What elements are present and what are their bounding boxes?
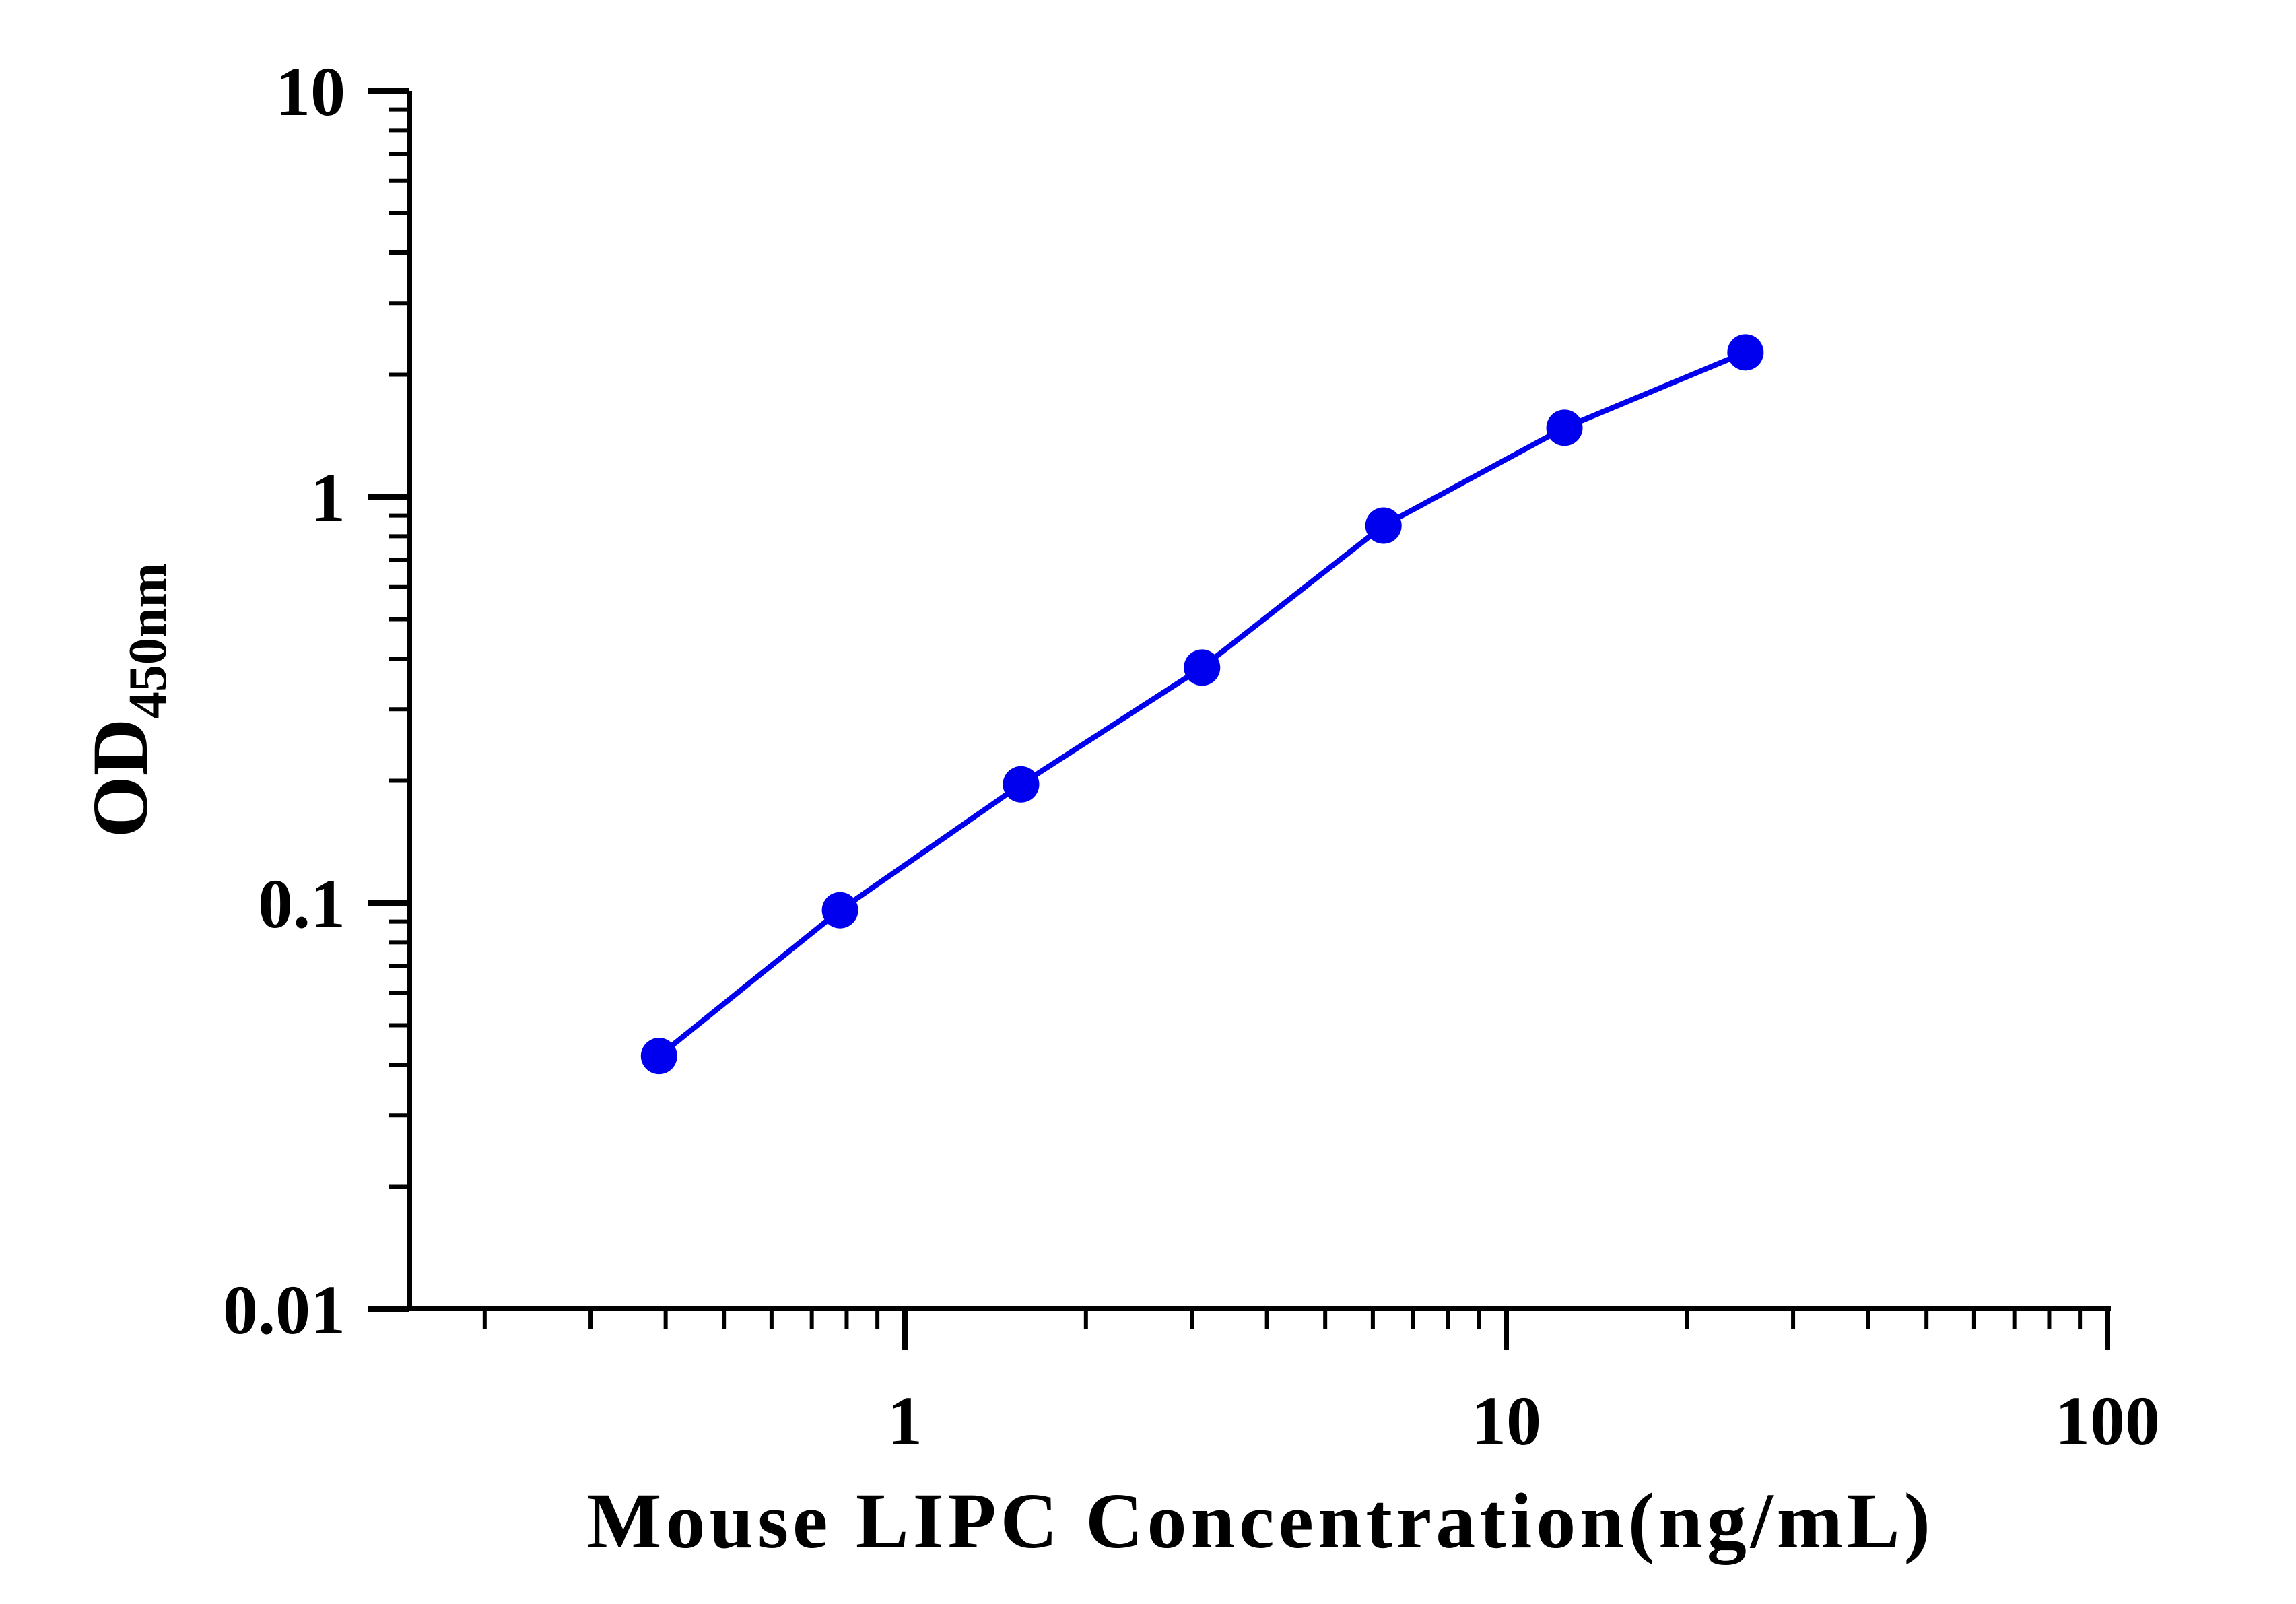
data-point — [1003, 766, 1040, 803]
y-axis-title: OD450nm — [76, 563, 178, 838]
data-point — [1365, 507, 1402, 544]
y-axis-title-main: OD — [76, 719, 164, 838]
data-point — [1546, 409, 1583, 446]
y-tick-label: 10 — [275, 53, 345, 131]
x-tick-label: 100 — [2055, 1382, 2160, 1460]
series-line — [657, 349, 1747, 1059]
data-point — [640, 1038, 677, 1075]
x-minor-ticks — [482, 1308, 2083, 1329]
y-tick-labels: 10 1 0.1 0.01 — [223, 53, 345, 1349]
x-major-ticks — [902, 1308, 2110, 1350]
x-tick-labels: 1 10 100 — [887, 1382, 2160, 1460]
x-tick-label: 10 — [1471, 1382, 1541, 1460]
y-axis-title-subscript: 450nm — [119, 563, 178, 719]
data-point — [1184, 649, 1221, 686]
y-tick-label: 0.01 — [223, 1271, 345, 1349]
data-point — [1727, 334, 1764, 371]
series-group — [640, 334, 1764, 1075]
y-tick-label: 0.1 — [258, 865, 345, 943]
y-major-ticks — [368, 88, 409, 1312]
x-tick-label: 1 — [887, 1382, 922, 1460]
data-point — [821, 892, 858, 929]
y-tick-label: 1 — [310, 459, 345, 537]
x-axis-title: Mouse LIPC Concentration(ng/mL) — [586, 1477, 1934, 1565]
y-minor-ticks — [389, 107, 409, 1189]
